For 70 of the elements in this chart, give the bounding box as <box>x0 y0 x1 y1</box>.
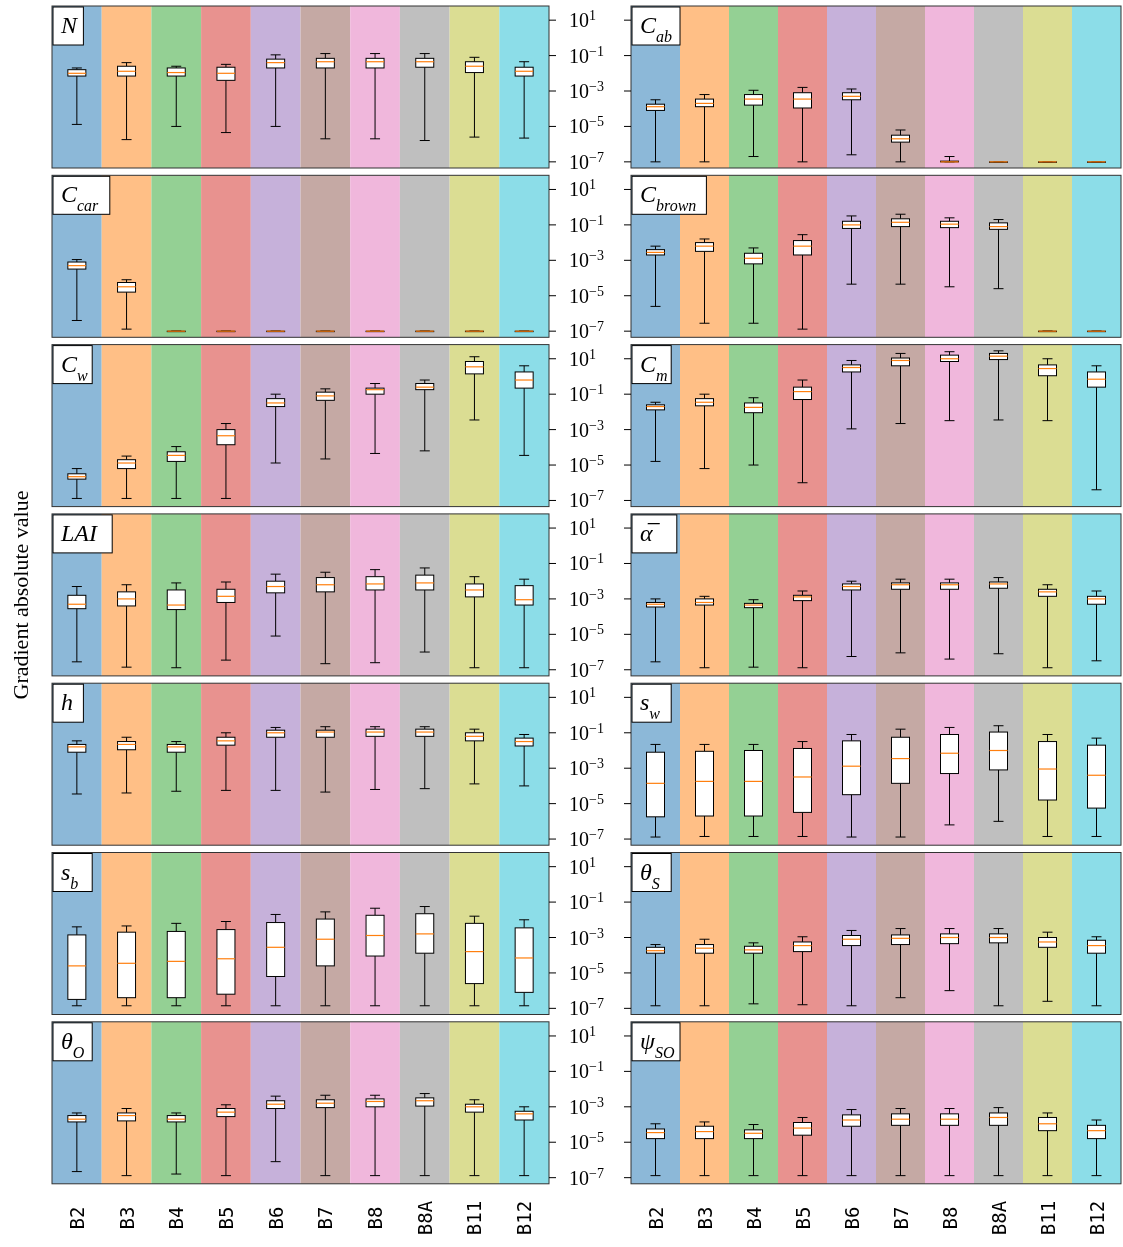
chart-title: C$_{ab}$ <box>640 12 673 45</box>
y-axis-title: Gradient absolute value <box>8 490 33 700</box>
y-tick-label: 10$^{−1}$ <box>569 381 604 406</box>
x-tick-label: B6 <box>264 1206 287 1230</box>
y-tick-label: 10$^{−5}$ <box>569 113 604 138</box>
x-tick-label: B11 <box>1036 1200 1059 1236</box>
y-tick-label: 10$^{1}$ <box>569 176 596 201</box>
y-tick-label: 10$^{−7}$ <box>569 1165 604 1189</box>
x-tick-label: B5 <box>214 1206 237 1230</box>
x-tick-label: B7 <box>889 1206 912 1230</box>
y-tick-label: 10$^{−7}$ <box>569 657 604 681</box>
y-tick-label: 10$^{−3}$ <box>569 417 604 441</box>
x-tick-label: B4 <box>742 1206 765 1230</box>
chart-title: α̅ <box>640 519 661 546</box>
y-tick-label: 10$^{−5}$ <box>569 452 604 477</box>
y-tick-label: 10$^{−1}$ <box>569 889 604 914</box>
y-tick-label: 10$^{−3}$ <box>569 1094 604 1118</box>
y-tick-label: 10$^{1}$ <box>569 1023 596 1047</box>
y-tick-label: 10$^{1}$ <box>569 684 596 709</box>
x-tick-label: B3 <box>693 1206 716 1230</box>
y-tick-label: 10$^{−3}$ <box>569 925 604 949</box>
y-tick-label: 10$^{−1}$ <box>569 550 604 575</box>
chart-title: ψ$_{SO}$ <box>640 1027 675 1061</box>
y-tick-label: 10$^{−7}$ <box>569 318 604 343</box>
chart-title: s$_{w}$ <box>640 689 661 722</box>
chart-title: C$_{w}$ <box>61 350 89 384</box>
y-tick-label: 10$^{−1}$ <box>569 43 604 67</box>
x-tick-label: B12 <box>513 1200 536 1236</box>
chart-title: C$_{brown}$ <box>640 181 697 214</box>
x-tick-label: B8A <box>987 1200 1010 1236</box>
y-tick-label: 10$^{−3}$ <box>569 755 604 780</box>
chart-title: C$_{m}$ <box>640 350 668 384</box>
x-tick-label: B8 <box>938 1206 961 1230</box>
x-tick-label: B7 <box>314 1206 337 1230</box>
y-tick-label: 10$^{−7}$ <box>569 826 604 851</box>
y-tick-label: 10$^{−5}$ <box>569 1129 604 1154</box>
chart-title: C$_{car}$ <box>61 181 100 214</box>
chart-title: θ$_{S}$ <box>640 858 660 891</box>
y-tick-label: 10$^{−3}$ <box>569 78 604 103</box>
y-tick-label: 10$^{−5}$ <box>569 621 604 646</box>
y-tick-label: 10$^{1}$ <box>569 346 596 370</box>
y-tick-label: 10$^{−3}$ <box>569 247 604 272</box>
y-tick-label: 10$^{1}$ <box>569 854 596 878</box>
chart-title: θ$_{O}$ <box>61 1027 85 1061</box>
x-tick-label: B8A <box>413 1200 436 1236</box>
y-tick-label: 10$^{1}$ <box>569 515 596 540</box>
y-tick-label: 10$^{−5}$ <box>569 791 604 815</box>
x-tick-label: B5 <box>791 1206 814 1230</box>
chart-title: s$_{b}$ <box>61 858 79 891</box>
y-tick-label: 10$^{−7}$ <box>569 995 604 1020</box>
chart-title: LAI <box>60 519 99 546</box>
y-tick-label: 10$^{−1}$ <box>569 720 604 744</box>
y-tick-label: 10$^{−7}$ <box>569 149 604 173</box>
y-tick-label: 10$^{−7}$ <box>569 487 604 512</box>
y-tick-label: 10$^{−5}$ <box>569 960 604 984</box>
x-tick-label: B8 <box>364 1206 387 1230</box>
y-tick-label: 10$^{−1}$ <box>569 212 604 236</box>
y-tick-label: 10$^{−1}$ <box>569 1058 604 1083</box>
x-tick-label: B11 <box>463 1200 486 1236</box>
x-tick-label: B2 <box>65 1206 88 1230</box>
y-tick-label: 10$^{1}$ <box>569 7 596 32</box>
x-tick-label: B2 <box>644 1206 667 1230</box>
x-tick-label: B12 <box>1085 1200 1108 1236</box>
x-tick-label: B6 <box>840 1206 863 1230</box>
x-tick-label: B4 <box>165 1206 188 1230</box>
chart-title: h <box>61 689 73 716</box>
y-tick-label: 10$^{−5}$ <box>569 283 604 307</box>
chart-title: N <box>60 12 79 38</box>
x-tick-label: B3 <box>115 1206 138 1230</box>
y-tick-label: 10$^{−3}$ <box>569 586 604 610</box>
